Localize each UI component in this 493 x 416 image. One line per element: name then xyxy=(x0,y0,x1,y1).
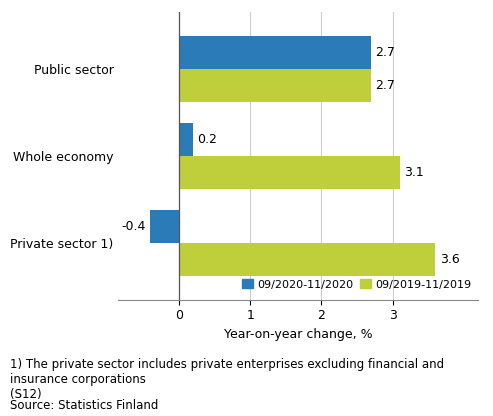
Text: 2.7: 2.7 xyxy=(376,79,395,92)
Text: 3.6: 3.6 xyxy=(440,253,459,266)
Legend: 09/2020-11/2020, 09/2019-11/2019: 09/2020-11/2020, 09/2019-11/2019 xyxy=(237,275,476,294)
Text: Source: Statistics Finland: Source: Statistics Finland xyxy=(10,399,158,412)
Text: 2.7: 2.7 xyxy=(376,46,395,59)
Text: 0.2: 0.2 xyxy=(197,133,217,146)
Text: 1) The private sector includes private enterprises excluding financial and insur: 1) The private sector includes private e… xyxy=(10,358,444,401)
Bar xyxy=(179,69,371,102)
Bar xyxy=(150,210,179,243)
Bar xyxy=(179,156,400,189)
X-axis label: Year-on-year change, %: Year-on-year change, % xyxy=(224,328,373,341)
Bar xyxy=(179,243,435,276)
Text: 3.1: 3.1 xyxy=(404,166,424,179)
Text: -0.4: -0.4 xyxy=(122,220,146,233)
Bar xyxy=(179,36,371,69)
Bar xyxy=(179,123,193,156)
